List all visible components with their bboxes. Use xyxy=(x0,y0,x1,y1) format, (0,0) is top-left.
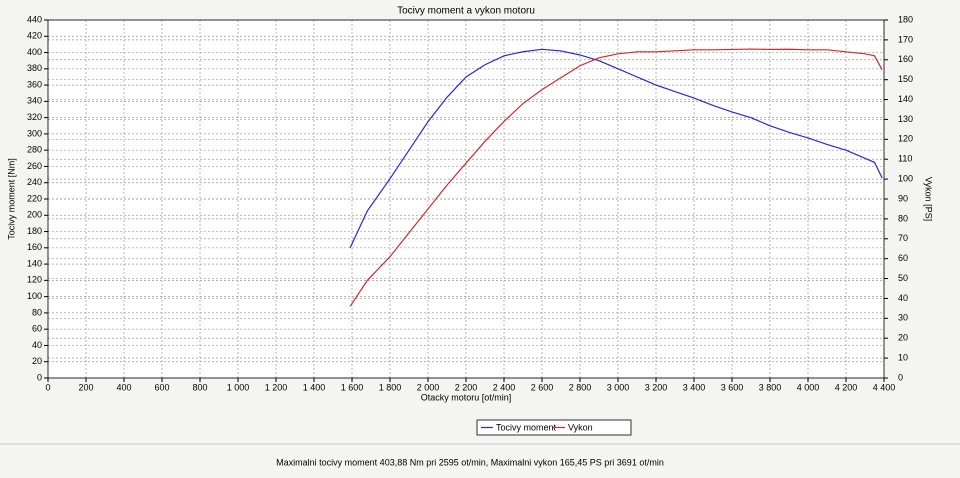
x-tick-label: 3 000 xyxy=(607,382,630,392)
y-tick-label: 280 xyxy=(27,145,42,155)
x-tick-label: 4 000 xyxy=(797,382,820,392)
y2-tick-label: 90 xyxy=(898,193,908,203)
x-tick-label: 2 400 xyxy=(493,382,516,392)
legend-label: Vykon xyxy=(568,422,593,432)
y2-tick-label: 120 xyxy=(898,134,913,144)
x-tick-label: 2 000 xyxy=(417,382,440,392)
x-tick-label: 400 xyxy=(116,382,131,392)
y-tick-label: 0 xyxy=(37,372,42,382)
y2-tick-label: 80 xyxy=(898,213,908,223)
y2-tick-label: 30 xyxy=(898,313,908,323)
x-tick-label: 3 200 xyxy=(645,382,668,392)
x-tick-label: 800 xyxy=(192,382,207,392)
x-tick-label: 0 xyxy=(45,382,50,392)
y2-tick-label: 40 xyxy=(898,293,908,303)
x-tick-label: 2 600 xyxy=(531,382,554,392)
y-tick-label: 440 xyxy=(27,14,42,24)
x-tick-label: 1 800 xyxy=(379,382,402,392)
x-tick-label: 3 600 xyxy=(721,382,744,392)
x-tick-label: 2 200 xyxy=(455,382,478,392)
y-tick-label: 360 xyxy=(27,79,42,89)
y-tick-label: 120 xyxy=(27,275,42,285)
y2-tick-label: 50 xyxy=(898,273,908,283)
y-tick-label: 200 xyxy=(27,210,42,220)
legend-label: Tocivy moment xyxy=(496,422,557,432)
y-tick-label: 400 xyxy=(27,47,42,57)
y2-tick-label: 60 xyxy=(898,253,908,263)
x-tick-label: 1 400 xyxy=(303,382,326,392)
x-axis-label: Otacky motoru [ot/min] xyxy=(421,392,512,402)
series-line xyxy=(349,48,883,249)
y2-tick-label: 100 xyxy=(898,173,913,183)
x-tick-label: 2 800 xyxy=(569,382,592,392)
chart-title: Tocivy moment a vykon motoru xyxy=(397,6,535,17)
y2-tick-label: 160 xyxy=(898,54,913,64)
x-tick-label: 600 xyxy=(154,382,169,392)
y-tick-label: 320 xyxy=(27,112,42,122)
y2-tick-label: 150 xyxy=(898,74,913,84)
y2-tick-label: 70 xyxy=(898,233,908,243)
plot-frame xyxy=(47,19,885,379)
y-tick-label: 160 xyxy=(27,242,42,252)
y2-axis-label: Vykon [PS] xyxy=(924,177,934,221)
y2-tick-label: 0 xyxy=(898,372,903,382)
y-tick-label: 40 xyxy=(32,340,42,350)
y2-tick-label: 180 xyxy=(898,14,913,24)
y-tick-label: 60 xyxy=(32,324,42,334)
y-tick-label: 260 xyxy=(27,161,42,171)
y-tick-label: 180 xyxy=(27,226,42,236)
y2-tick-label: 140 xyxy=(898,94,913,104)
series-line xyxy=(349,48,883,307)
y-tick-label: 240 xyxy=(27,177,42,187)
x-tick-label: 4 200 xyxy=(835,382,858,392)
y-tick-label: 80 xyxy=(32,307,42,317)
y2-tick-label: 110 xyxy=(898,154,912,164)
y-tick-label: 140 xyxy=(27,258,42,268)
y-tick-label: 220 xyxy=(27,193,42,203)
x-tick-label: 4 400 xyxy=(873,382,896,392)
y2-tick-label: 170 xyxy=(898,34,913,44)
x-tick-label: 3 800 xyxy=(759,382,782,392)
x-tick-label: 1 600 xyxy=(341,382,364,392)
x-tick-label: 1 000 xyxy=(227,382,250,392)
y2-tick-label: 10 xyxy=(898,352,908,362)
x-tick-label: 1 200 xyxy=(265,382,288,392)
footer-text: Maximalni tocivy moment 403,88 Nm pri 25… xyxy=(276,457,664,467)
y-tick-label: 380 xyxy=(27,63,42,73)
y2-tick-label: 130 xyxy=(898,114,913,124)
y-tick-label: 340 xyxy=(27,96,42,106)
y-tick-label: 300 xyxy=(27,128,42,138)
y-tick-label: 100 xyxy=(27,291,42,301)
x-tick-label: 3 400 xyxy=(683,382,706,392)
x-tick-label: 200 xyxy=(78,382,93,392)
y-tick-label: 420 xyxy=(27,31,42,41)
y-tick-label: 20 xyxy=(32,356,42,366)
y-axis-label: Tocivy moment [Nm] xyxy=(6,158,16,240)
y2-tick-label: 20 xyxy=(898,333,908,343)
